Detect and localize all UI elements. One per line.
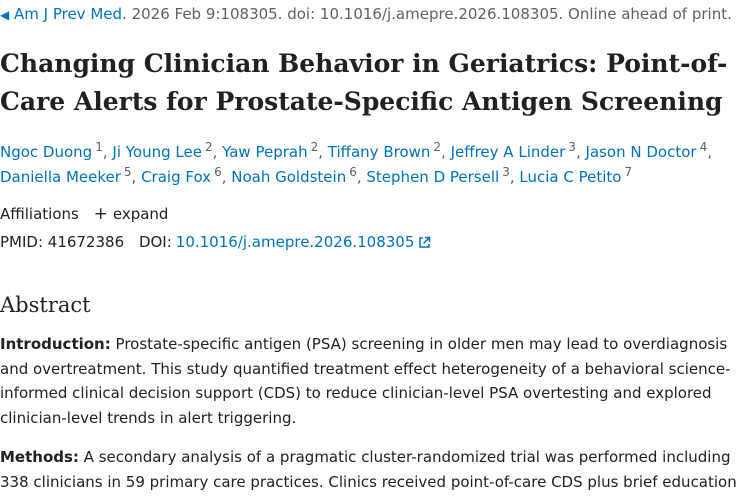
author-item: Ngoc Duong 1 (0, 140, 103, 161)
author-item: Craig Fox 6 (141, 165, 222, 186)
author-affiliation-number[interactable]: 1 (95, 140, 103, 154)
author-name-link[interactable]: Jeffrey A Linder (450, 143, 566, 161)
triangle-left-icon[interactable]: ◀ (0, 8, 10, 22)
affiliations-row: Affiliations + expand (0, 204, 168, 224)
author-name-link[interactable]: Lucia C Petito (519, 168, 622, 186)
affiliations-label: Affiliations (0, 205, 79, 223)
author-item: Yaw Peprah 2 (222, 140, 319, 161)
author-affiliation-number[interactable]: 6 (349, 165, 357, 179)
author-separator: , (356, 168, 367, 186)
author-affiliation-number[interactable]: 5 (123, 165, 132, 179)
plus-icon: + (93, 204, 108, 224)
author-item: Stephen D Persell 3 (366, 165, 510, 186)
author-separator: , (212, 143, 223, 161)
author-item: Jeffrey A Linder 3 (450, 140, 576, 161)
methods-label: Methods: (0, 448, 79, 466)
author-name-link[interactable]: Yaw Peprah (222, 143, 308, 161)
author-item: Lucia C Petito 7 (519, 165, 633, 186)
author-affiliation-number[interactable]: 2 (433, 140, 442, 154)
doi-link[interactable]: 10.1016/j.amepre.2026.108305 (176, 233, 432, 251)
author-separator: , (575, 143, 586, 161)
author-separator: , (318, 143, 328, 161)
citation-details: . 2026 Feb 9:108305. doi: 10.1016/j.amep… (122, 5, 732, 23)
author-name-link[interactable]: Craig Fox (141, 168, 212, 186)
abstract-heading: Abstract (0, 293, 91, 317)
pmid-label: PMID: (0, 233, 44, 251)
author-affiliation-number[interactable]: 4 (699, 140, 708, 154)
author-affiliation-number[interactable]: 2 (204, 140, 213, 154)
author-separator: , (509, 168, 520, 186)
identifiers-row: PMID: 41672386 DOI: 10.1016/j.amepre.2026… (0, 232, 431, 252)
pmid-value: 41672386 (47, 233, 125, 251)
author-separator: , (102, 143, 113, 161)
article-title: Changing Clinician Behavior in Geriatric… (0, 49, 728, 116)
abstract-methods: Methods: A secondary analysis of a pragm… (0, 445, 748, 494)
author-separator: , (131, 168, 142, 186)
introduction-label: Introduction: (0, 335, 111, 353)
author-separator: , (707, 143, 712, 161)
author-item: Ji Young Lee 2 (112, 140, 213, 161)
author-name-link[interactable]: Noah Goldstein (231, 168, 347, 186)
author-separator: , (441, 143, 451, 161)
author-affiliation-number[interactable]: 2 (310, 140, 319, 154)
citation-line: ◀ Am J Prev Med. 2026 Feb 9:108305. doi: … (0, 4, 732, 25)
author-name-link[interactable]: Ji Young Lee (112, 143, 202, 161)
expand-label: expand (112, 205, 169, 223)
author-name-link[interactable]: Jason N Doctor (585, 143, 697, 161)
external-link-icon (419, 236, 431, 248)
introduction-text: Prostate-specific antigen (PSA) screenin… (0, 335, 731, 427)
author-affiliation-number[interactable]: 6 (214, 165, 222, 179)
journal-link[interactable]: Am J Prev Med (14, 5, 123, 23)
author-affiliation-number[interactable]: 3 (568, 140, 576, 154)
author-item: Noah Goldstein 6 (231, 165, 357, 186)
affiliations-expand-button[interactable]: + expand (93, 204, 169, 224)
author-separator: , (221, 168, 232, 186)
author-name-link[interactable]: Daniella Meeker (0, 168, 121, 186)
doi-value: 10.1016/j.amepre.2026.108305 (175, 233, 415, 251)
author-name-link[interactable]: Ngoc Duong (0, 143, 93, 161)
author-name-link[interactable]: Tiffany Brown (327, 143, 431, 161)
author-affiliation-number[interactable]: 3 (502, 165, 510, 179)
author-name-link[interactable]: Stephen D Persell (366, 168, 500, 186)
author-item: Daniella Meeker 5 (0, 165, 132, 186)
author-list: Ngoc Duong 1, Ji Young Lee 2, Yaw Peprah 2,… (0, 140, 748, 190)
doi-label: DOI: (138, 233, 172, 251)
author-item: Jason N Doctor 4 (585, 140, 708, 161)
abstract-introduction: Introduction: Prostate-specific antigen … (0, 332, 748, 430)
author-item: Tiffany Brown 2 (327, 140, 442, 161)
methods-text: A secondary analysis of a pragmatic clus… (0, 448, 737, 491)
author-affiliation-number[interactable]: 7 (624, 165, 633, 179)
